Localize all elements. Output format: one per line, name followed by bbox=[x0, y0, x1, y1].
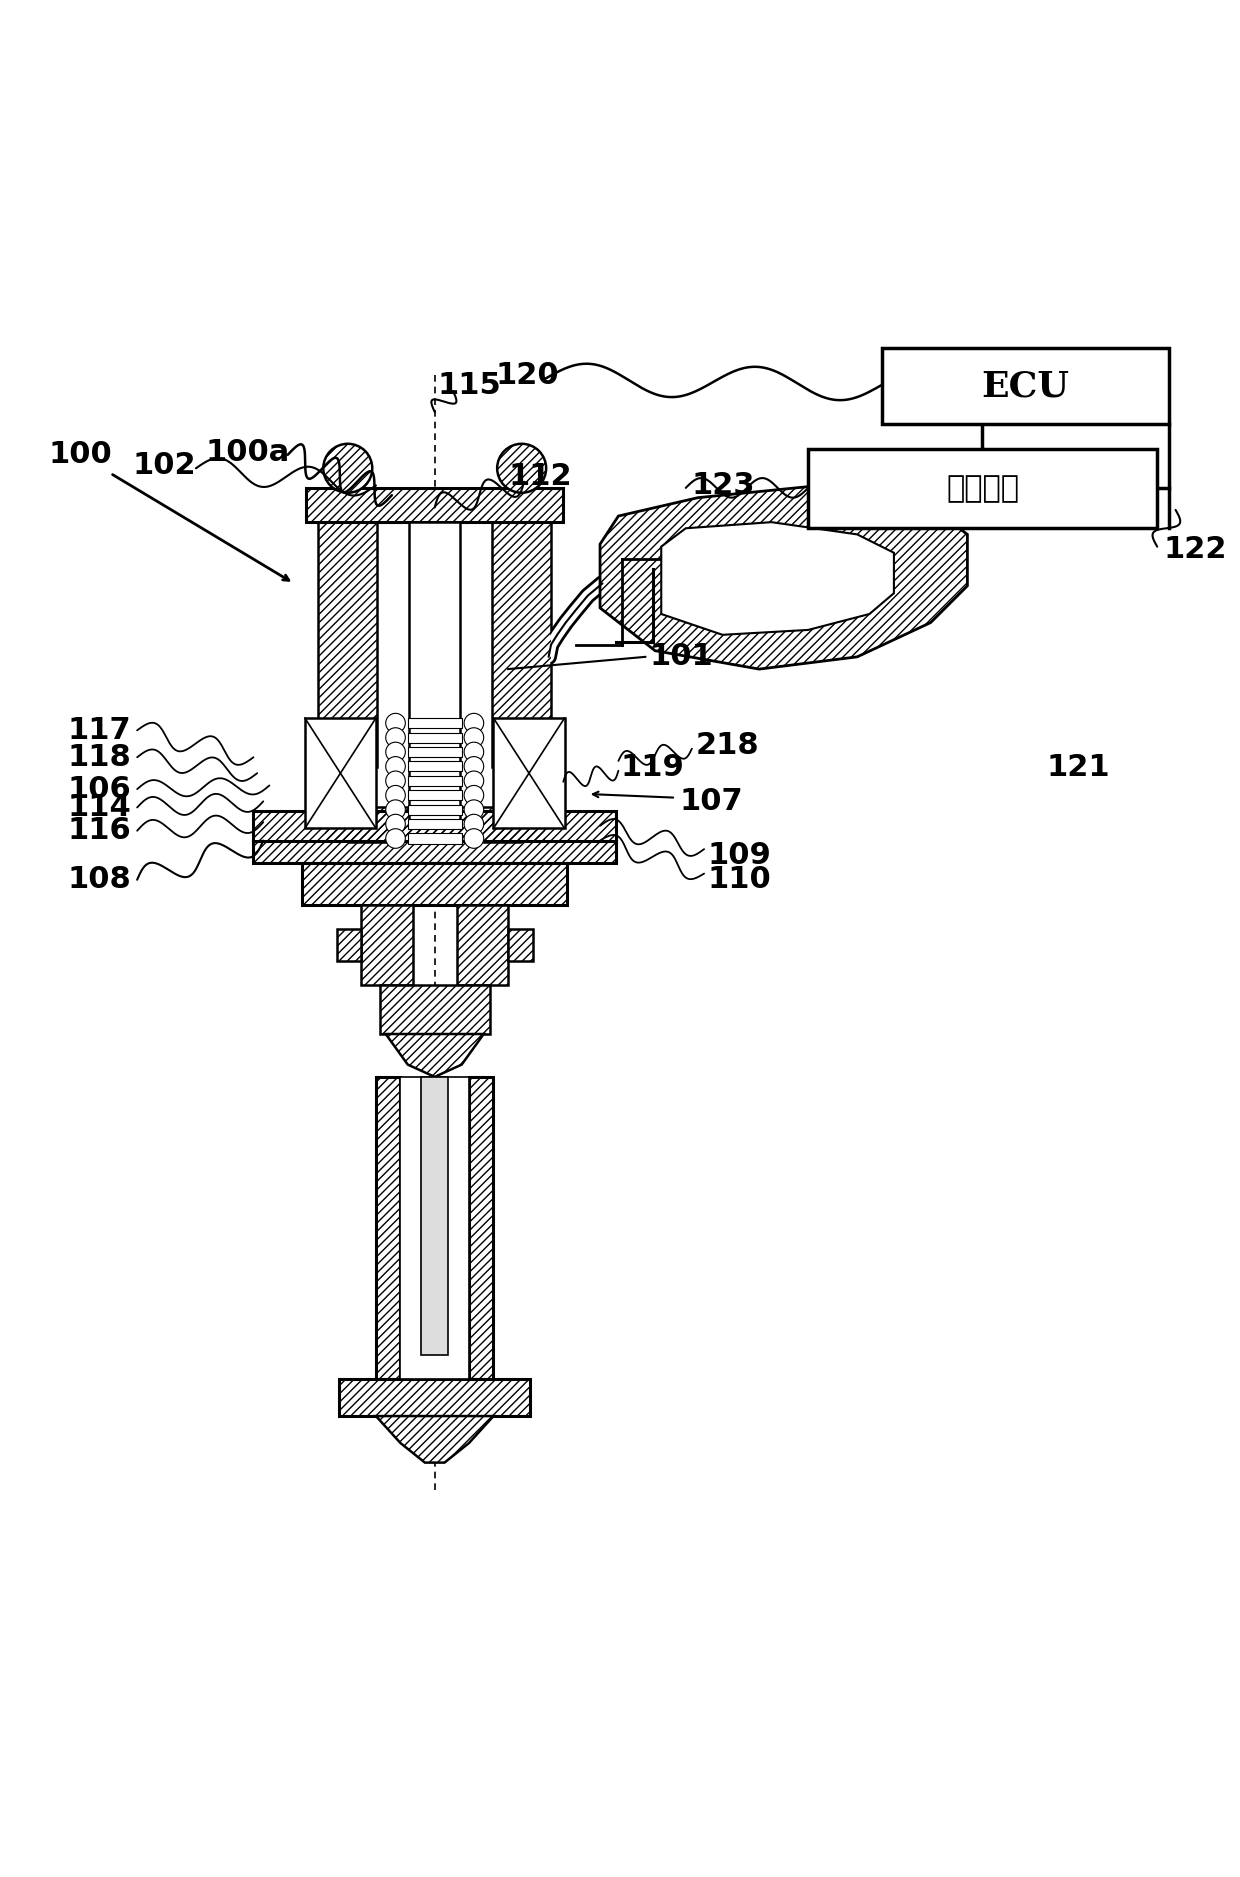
Text: 100: 100 bbox=[50, 441, 113, 469]
Bar bbox=[422, 1077, 449, 1355]
Bar bbox=[319, 522, 377, 768]
Text: 110: 110 bbox=[708, 865, 771, 893]
Bar bbox=[303, 863, 567, 905]
Bar bbox=[408, 775, 461, 786]
Bar bbox=[337, 929, 361, 961]
Bar bbox=[492, 522, 551, 768]
Bar bbox=[379, 985, 490, 1034]
Text: 123: 123 bbox=[692, 471, 755, 499]
Bar bbox=[306, 488, 563, 522]
Bar bbox=[376, 1077, 401, 1380]
Bar bbox=[508, 929, 533, 961]
Bar bbox=[340, 1380, 531, 1415]
Bar bbox=[408, 818, 461, 830]
Circle shape bbox=[464, 830, 484, 848]
Circle shape bbox=[464, 785, 484, 805]
Text: 116: 116 bbox=[67, 816, 131, 845]
Text: 119: 119 bbox=[621, 753, 684, 781]
Text: 109: 109 bbox=[708, 841, 771, 869]
Text: ECU: ECU bbox=[982, 370, 1069, 404]
Polygon shape bbox=[661, 522, 894, 634]
Bar bbox=[379, 985, 490, 1034]
Polygon shape bbox=[376, 1415, 494, 1462]
Circle shape bbox=[386, 756, 405, 777]
Bar bbox=[305, 719, 376, 828]
Bar bbox=[469, 1077, 494, 1380]
Bar bbox=[409, 522, 460, 828]
Circle shape bbox=[386, 785, 405, 805]
Text: 107: 107 bbox=[680, 786, 743, 816]
Bar bbox=[508, 929, 533, 961]
Circle shape bbox=[386, 815, 405, 833]
Bar bbox=[325, 768, 371, 798]
Circle shape bbox=[464, 728, 484, 747]
Circle shape bbox=[497, 443, 546, 494]
Circle shape bbox=[464, 756, 484, 777]
Text: 108: 108 bbox=[67, 865, 131, 893]
Bar bbox=[253, 811, 616, 841]
Text: 115: 115 bbox=[438, 370, 501, 400]
Bar bbox=[376, 1077, 401, 1380]
Text: 102: 102 bbox=[133, 450, 196, 481]
Bar bbox=[325, 807, 544, 841]
Text: 120: 120 bbox=[496, 360, 559, 390]
Text: 106: 106 bbox=[67, 775, 131, 803]
Bar bbox=[306, 488, 563, 522]
Text: 114: 114 bbox=[67, 792, 131, 822]
Circle shape bbox=[386, 728, 405, 747]
Bar bbox=[408, 762, 461, 771]
Circle shape bbox=[464, 815, 484, 833]
Bar bbox=[408, 833, 461, 843]
Bar bbox=[408, 719, 461, 728]
Bar bbox=[408, 790, 461, 800]
Bar bbox=[408, 747, 461, 756]
Bar bbox=[303, 863, 567, 905]
Bar bbox=[325, 807, 544, 841]
Bar bbox=[361, 905, 413, 985]
Bar bbox=[456, 905, 508, 985]
Bar bbox=[469, 1077, 494, 1380]
Circle shape bbox=[464, 713, 484, 732]
Bar bbox=[408, 805, 461, 815]
Bar bbox=[882, 349, 1169, 424]
Bar bbox=[337, 929, 361, 961]
Bar bbox=[361, 905, 413, 985]
Bar bbox=[494, 719, 564, 828]
Bar bbox=[253, 811, 616, 841]
Text: 112: 112 bbox=[508, 462, 572, 492]
Bar bbox=[401, 1077, 469, 1380]
Circle shape bbox=[464, 741, 484, 762]
Circle shape bbox=[324, 443, 372, 494]
Text: 101: 101 bbox=[649, 642, 713, 672]
Bar bbox=[492, 522, 551, 768]
Polygon shape bbox=[386, 1034, 484, 1077]
Text: 121: 121 bbox=[1047, 753, 1111, 781]
Bar bbox=[253, 841, 616, 863]
Bar bbox=[340, 1380, 531, 1415]
Bar bbox=[408, 732, 461, 743]
Bar bbox=[319, 522, 377, 768]
Bar bbox=[808, 449, 1157, 527]
Circle shape bbox=[386, 771, 405, 790]
Circle shape bbox=[464, 800, 484, 820]
Polygon shape bbox=[600, 486, 967, 668]
Text: 驱动电路: 驱动电路 bbox=[946, 475, 1019, 503]
Circle shape bbox=[386, 830, 405, 848]
Circle shape bbox=[386, 741, 405, 762]
Bar bbox=[253, 841, 616, 863]
Text: 117: 117 bbox=[67, 715, 131, 745]
Text: 118: 118 bbox=[67, 743, 131, 771]
Text: 218: 218 bbox=[696, 730, 759, 760]
Circle shape bbox=[464, 771, 484, 790]
Circle shape bbox=[386, 713, 405, 732]
Bar bbox=[325, 768, 371, 798]
Bar bbox=[456, 905, 508, 985]
Text: 100a: 100a bbox=[206, 437, 290, 467]
Bar bbox=[498, 768, 546, 798]
Text: 122: 122 bbox=[1163, 535, 1226, 563]
Bar bbox=[498, 768, 546, 798]
Circle shape bbox=[386, 800, 405, 820]
